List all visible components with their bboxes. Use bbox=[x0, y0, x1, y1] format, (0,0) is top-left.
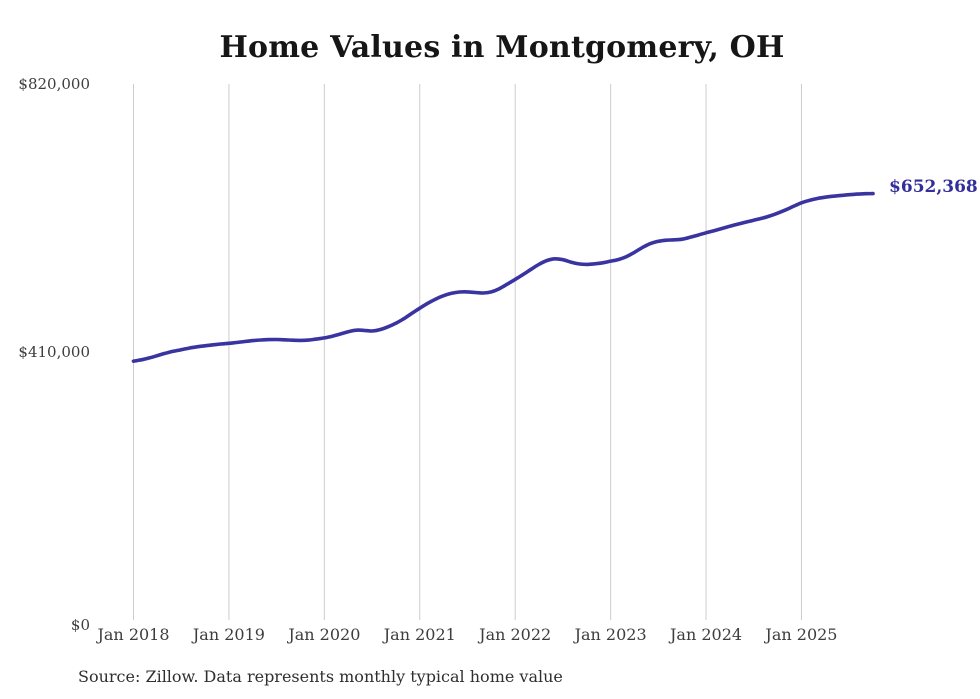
y-tick-label: $820,000 bbox=[18, 75, 90, 93]
x-tick-label: Jan 2025 bbox=[765, 625, 838, 644]
y-tick-label: $410,000 bbox=[18, 343, 90, 361]
x-tick-label: Jan 2022 bbox=[479, 625, 552, 644]
x-tick-label: Jan 2023 bbox=[574, 625, 647, 644]
x-tick-label: Jan 2019 bbox=[192, 625, 265, 644]
x-tick-label: Jan 2020 bbox=[288, 625, 361, 644]
x-tick-label: Jan 2021 bbox=[383, 625, 456, 644]
latest-value-label: $652,368 bbox=[889, 176, 978, 197]
chart-title: Home Values in Montgomery, OH bbox=[219, 30, 785, 65]
x-tick-label: Jan 2018 bbox=[97, 625, 170, 644]
series-line bbox=[131, 191, 875, 363]
y-tick-label: $0 bbox=[70, 616, 90, 634]
source-note: Source: Zillow. Data represents monthly … bbox=[78, 667, 563, 686]
x-tick-label: Jan 2024 bbox=[670, 625, 743, 644]
